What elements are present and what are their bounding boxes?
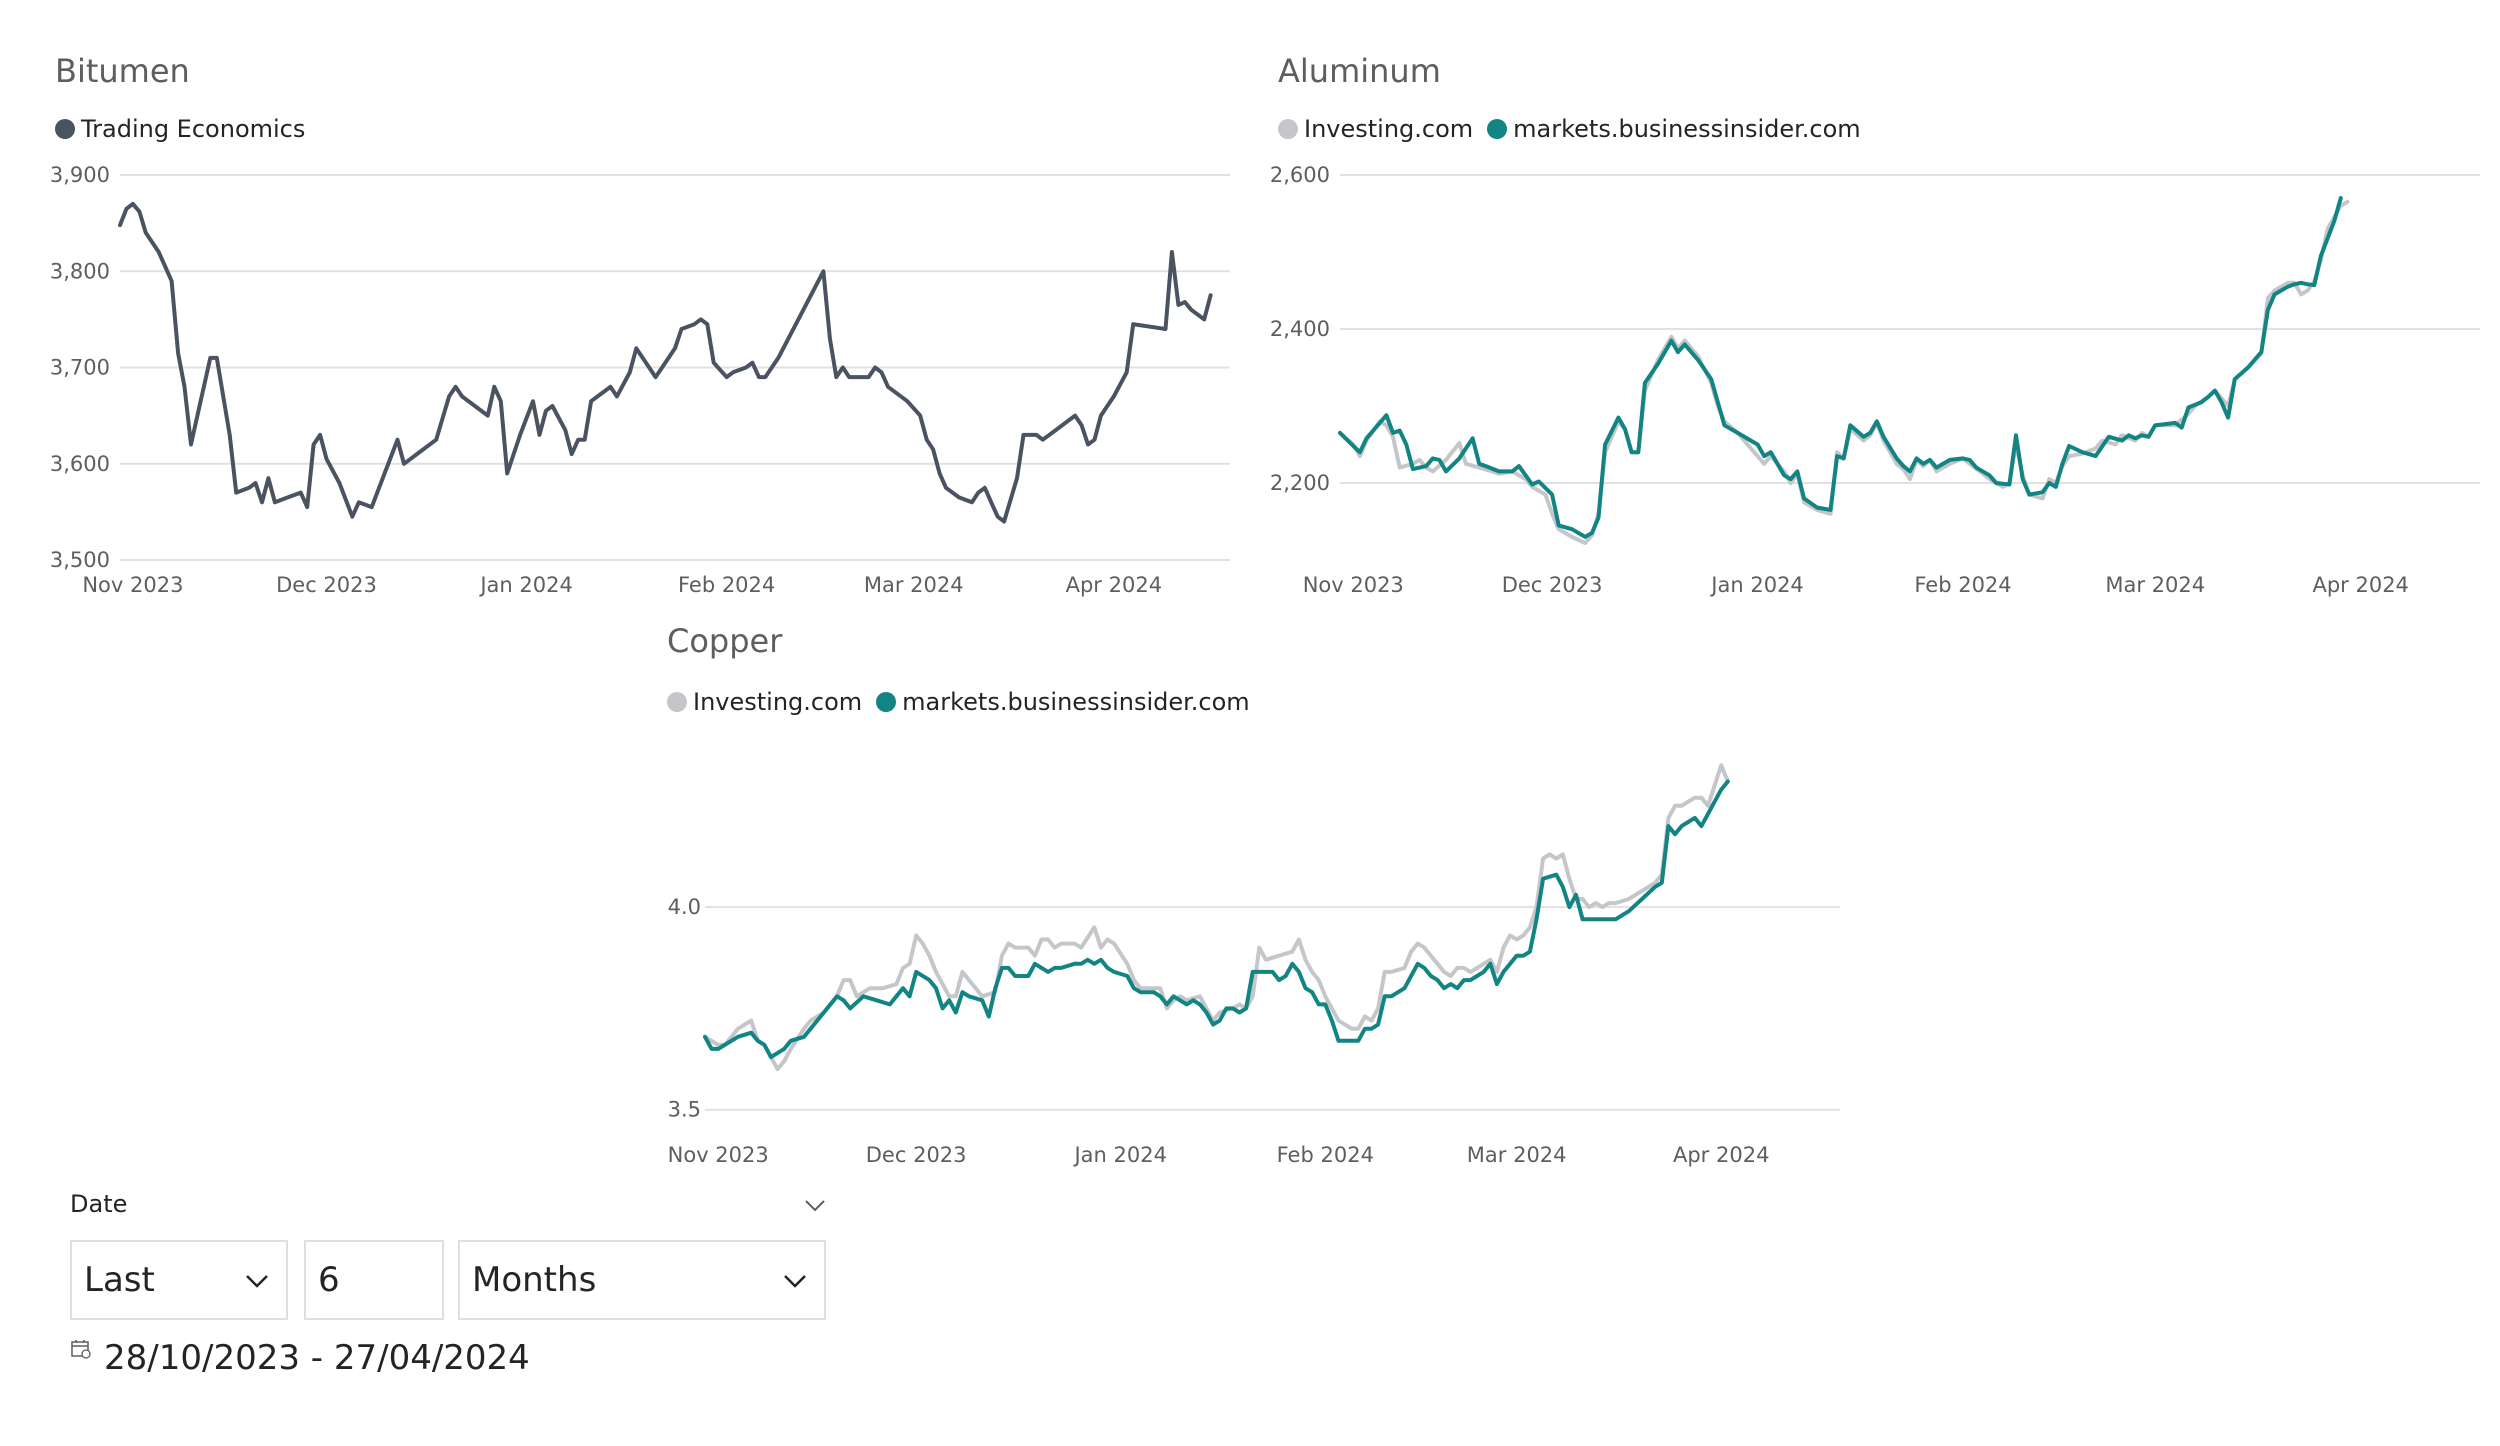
legend-item-investing[interactable]: Investing.com: [1278, 115, 1473, 143]
aluminum-chart-title: Aluminum: [1278, 52, 1441, 90]
series-line-markets-businessinsider-com: [703, 779, 1730, 1060]
relative-period-dropdown[interactable]: Last: [70, 1240, 288, 1320]
legend-dot: [876, 692, 897, 712]
series-line-markets-businessinsider-com: [1338, 196, 2343, 539]
legend-dot: [667, 692, 687, 712]
legend-item-businessinsider[interactable]: markets.businessinsider.com: [876, 688, 1250, 716]
bitumen-chart-plot[interactable]: 3,500 3,600 3,700 3,800 3,900 Nov 2023 Dec 202…: [0, 0, 1250, 620]
period-unit-dropdown[interactable]: Months: [458, 1240, 826, 1320]
legend-dot: [55, 119, 75, 139]
x-tick-label: Apr 2024: [1066, 573, 1162, 597]
x-tick-label: Dec 2023: [276, 573, 377, 597]
copper-legend: Investing.com markets.businessinsider.co…: [667, 688, 1264, 716]
series-line-investing-com: [1338, 199, 2350, 546]
legend-label: Investing.com: [693, 688, 863, 716]
chevron-down-icon: [784, 1275, 806, 1288]
aluminum-chart-plot[interactable]: 2,200 2,400 2,600 Nov 2023 Dec 2023 Jan 2024 F…: [1250, 0, 2500, 620]
aluminum-legend: Investing.com markets.businessinsider.co…: [1278, 115, 1875, 143]
x-tick-label: Nov 2023: [1303, 573, 1404, 597]
period-count-input[interactable]: 6: [304, 1240, 444, 1320]
date-range-text: 28/10/2023 - 27/04/2024: [104, 1338, 530, 1378]
x-tick-label: Jan 2024: [1072, 1143, 1167, 1167]
copper-chart-title: Copper: [667, 622, 783, 660]
legend-label: Investing.com: [1304, 115, 1474, 143]
x-tick-label: Mar 2024: [2105, 573, 2205, 597]
aluminum-chart-panel: Aluminum Investing.com markets.businessi…: [1250, 0, 2500, 620]
bitumen-chart-panel: Bitumen Trading Economics 3,500 3,600 3,70…: [0, 0, 1250, 620]
period-unit-value: Months: [472, 1260, 597, 1300]
copper-chart-panel: Copper Investing.com markets.businessins…: [625, 600, 1875, 1190]
bitumen-legend: Trading Economics: [55, 115, 319, 143]
y-tick-label: 3.5: [668, 1098, 701, 1122]
legend-label: Trading Economics: [81, 115, 306, 143]
legend-item-trading-economics[interactable]: Trading Economics: [55, 115, 305, 143]
legend-dot: [1487, 119, 1508, 139]
copper-chart-plot[interactable]: 3.5 4.0 Nov 2023 Dec 2023 Jan 2024 Feb 2024 Ma…: [625, 600, 1875, 1190]
relative-period-value: Last: [84, 1260, 155, 1300]
chevron-down-icon: [246, 1275, 268, 1288]
x-tick-label: Nov 2023: [668, 1143, 769, 1167]
x-tick-label: Feb 2024: [1914, 573, 2011, 597]
x-tick-label: Mar 2024: [1467, 1143, 1567, 1167]
y-tick-label: 3,800: [50, 259, 110, 283]
calendar-icon: [71, 1340, 91, 1359]
x-tick-label: Apr 2024: [2312, 573, 2408, 597]
legend-dot: [1278, 119, 1298, 139]
bitumen-chart-title: Bitumen: [55, 52, 190, 90]
x-tick-label: Mar 2024: [864, 573, 964, 597]
y-tick-label: 4.0: [668, 895, 701, 919]
legend-label: markets.businessinsider.com: [1513, 115, 1861, 143]
series-line-trading-economics: [118, 201, 1213, 524]
x-tick-label: Nov 2023: [82, 573, 183, 597]
y-tick-label: 3,600: [50, 452, 110, 476]
y-tick-label: 2,200: [1270, 471, 1330, 495]
x-tick-label: Jan 2024: [478, 573, 573, 597]
legend-item-investing[interactable]: Investing.com: [667, 688, 862, 716]
x-tick-label: Dec 2023: [866, 1143, 967, 1167]
x-tick-label: Jan 2024: [1709, 573, 1804, 597]
y-tick-label: 3,500: [50, 548, 110, 572]
legend-label: markets.businessinsider.com: [902, 688, 1250, 716]
y-tick-label: 2,600: [1270, 163, 1330, 187]
chevron-down-icon[interactable]: [800, 1190, 830, 1220]
x-tick-label: Feb 2024: [678, 573, 775, 597]
y-tick-label: 3,700: [50, 356, 110, 380]
date-range: 28/10/2023 - 27/04/2024: [70, 1338, 530, 1378]
date-slicer: Date Last 6 Months 28/10/2023 - 27/04/20…: [70, 1190, 830, 1420]
period-count-value: 6: [318, 1260, 340, 1300]
legend-item-businessinsider[interactable]: markets.businessinsider.com: [1487, 115, 1861, 143]
x-tick-label: Feb 2024: [1277, 1143, 1374, 1167]
slicer-header: Date: [70, 1190, 128, 1218]
x-tick-label: Dec 2023: [1502, 573, 1603, 597]
y-tick-label: 2,400: [1270, 317, 1330, 341]
y-tick-label: 3,900: [50, 163, 110, 187]
x-tick-label: Apr 2024: [1673, 1143, 1769, 1167]
